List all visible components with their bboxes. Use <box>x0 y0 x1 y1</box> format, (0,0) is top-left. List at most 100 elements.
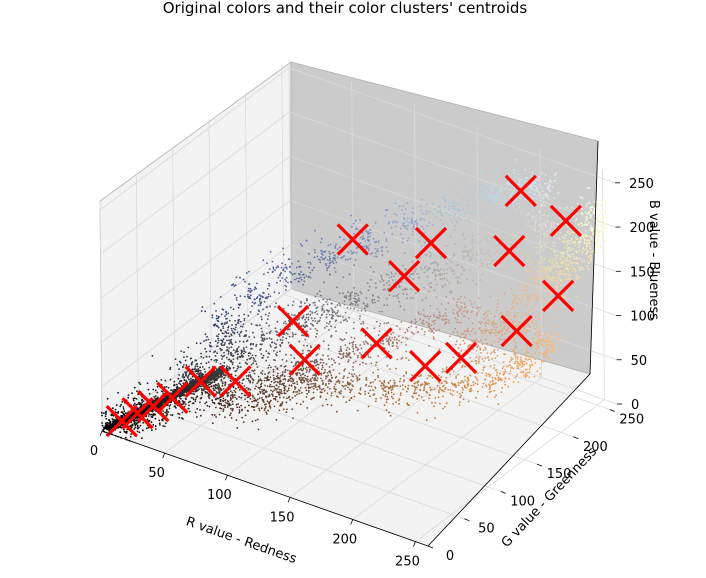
data-point-spread <box>368 232 371 235</box>
data-point-spread <box>296 391 299 393</box>
data-point-spread <box>489 386 491 389</box>
data-point-spread <box>487 319 489 322</box>
grid-line-y <box>281 64 610 410</box>
data-point-spread <box>419 205 422 208</box>
data-point-spread <box>479 248 482 251</box>
data-point-spread <box>344 384 347 387</box>
data-point-spread <box>236 367 239 370</box>
data-point-spread <box>478 297 480 299</box>
data-point-spread <box>476 379 479 382</box>
data-point-spread <box>233 394 236 396</box>
data-point-spread <box>273 291 276 294</box>
data-point-spread <box>440 376 443 378</box>
data-point-spread <box>511 237 514 239</box>
data-point-spread <box>406 293 408 296</box>
data-point-spread <box>439 272 442 275</box>
data-point-spread <box>407 237 410 240</box>
data-point-spread <box>331 364 334 366</box>
data-point-spread <box>456 306 459 308</box>
data-point-spread <box>549 346 552 349</box>
data-point-spread <box>244 280 246 283</box>
data-point-spread <box>527 284 530 287</box>
data-point-spread <box>604 203 607 205</box>
data-point-spread <box>285 360 288 362</box>
data-point-spread <box>472 381 475 384</box>
data-point-spread <box>476 383 479 386</box>
data-point-spread <box>539 217 541 220</box>
data-point-spread <box>572 248 575 250</box>
data-point-spread <box>371 302 374 304</box>
data-point-spread <box>318 290 321 293</box>
data-point-spread <box>375 320 378 323</box>
data-point-spread <box>487 213 490 216</box>
data-point-spread <box>307 276 310 278</box>
data-point-spread <box>360 292 363 295</box>
data-point-spread <box>266 337 268 340</box>
data-point-spread <box>362 302 365 305</box>
data-point-spread <box>450 219 452 222</box>
data-point-spread <box>497 349 499 351</box>
data-point-spread <box>546 352 548 354</box>
data-point-spread <box>121 401 124 403</box>
data-point-spread <box>265 359 268 362</box>
data-point-spread <box>235 419 238 421</box>
data-point-spread <box>385 393 387 395</box>
data-point-spread <box>585 215 588 218</box>
data-point-spread <box>384 385 387 388</box>
data-point-spread <box>148 392 151 395</box>
data-point-spread <box>270 346 272 348</box>
data-point-spread <box>386 209 389 212</box>
data-point-spread <box>344 368 346 371</box>
data-point-spread <box>336 248 339 251</box>
data-point-spread <box>484 378 486 381</box>
data-point-spread <box>214 355 217 357</box>
data-point-spread <box>282 396 285 399</box>
data-point-spread <box>552 350 555 352</box>
data-point-spread <box>552 318 554 320</box>
data-point-spread <box>165 410 168 413</box>
data-point-spread <box>486 352 489 355</box>
data-point-spread <box>451 268 453 271</box>
data-point-spread <box>579 257 581 260</box>
data-point-spread <box>554 250 557 253</box>
data-point-spread <box>312 302 315 304</box>
data-point-spread <box>305 313 308 316</box>
data-point-spread <box>490 253 493 256</box>
data-point-spread <box>220 354 223 357</box>
data-point-spread <box>367 245 369 248</box>
data-point-spread <box>253 336 256 339</box>
data-point-spread <box>564 246 566 249</box>
data-point-spread <box>549 190 552 193</box>
data-point-spread <box>476 220 479 223</box>
data-point-spread <box>462 234 465 237</box>
data-point-spread <box>380 274 382 277</box>
data-point-spread <box>315 358 318 361</box>
data-point-spread <box>480 186 483 189</box>
data-point-spread <box>510 356 513 359</box>
data-point-spread <box>309 276 312 279</box>
data-point-spread <box>221 376 224 378</box>
data-point-spread <box>464 269 466 271</box>
data-point-spread <box>546 245 548 248</box>
data-point-spread <box>559 258 562 261</box>
data-point-spread <box>510 287 513 290</box>
data-point-spread <box>415 392 418 395</box>
data-point-spread <box>445 321 447 324</box>
data-point-spread <box>211 316 214 319</box>
data-point-spread <box>212 384 215 387</box>
data-point-spread <box>467 196 470 198</box>
data-point-spread <box>508 314 511 317</box>
data-point-spread <box>286 408 288 411</box>
data-point-spread <box>411 331 413 334</box>
data-point-spread <box>313 317 316 320</box>
data-point-spread <box>491 259 493 262</box>
data-point-spread <box>336 410 338 413</box>
data-point-spread <box>511 321 514 324</box>
data-point-spread <box>207 395 210 398</box>
data-point-spread <box>494 182 497 185</box>
data-point-spread <box>585 218 588 221</box>
data-point-spread <box>307 313 310 315</box>
data-point-spread <box>137 393 140 396</box>
data-point-spread <box>547 274 549 277</box>
data-point-spread <box>463 336 466 339</box>
